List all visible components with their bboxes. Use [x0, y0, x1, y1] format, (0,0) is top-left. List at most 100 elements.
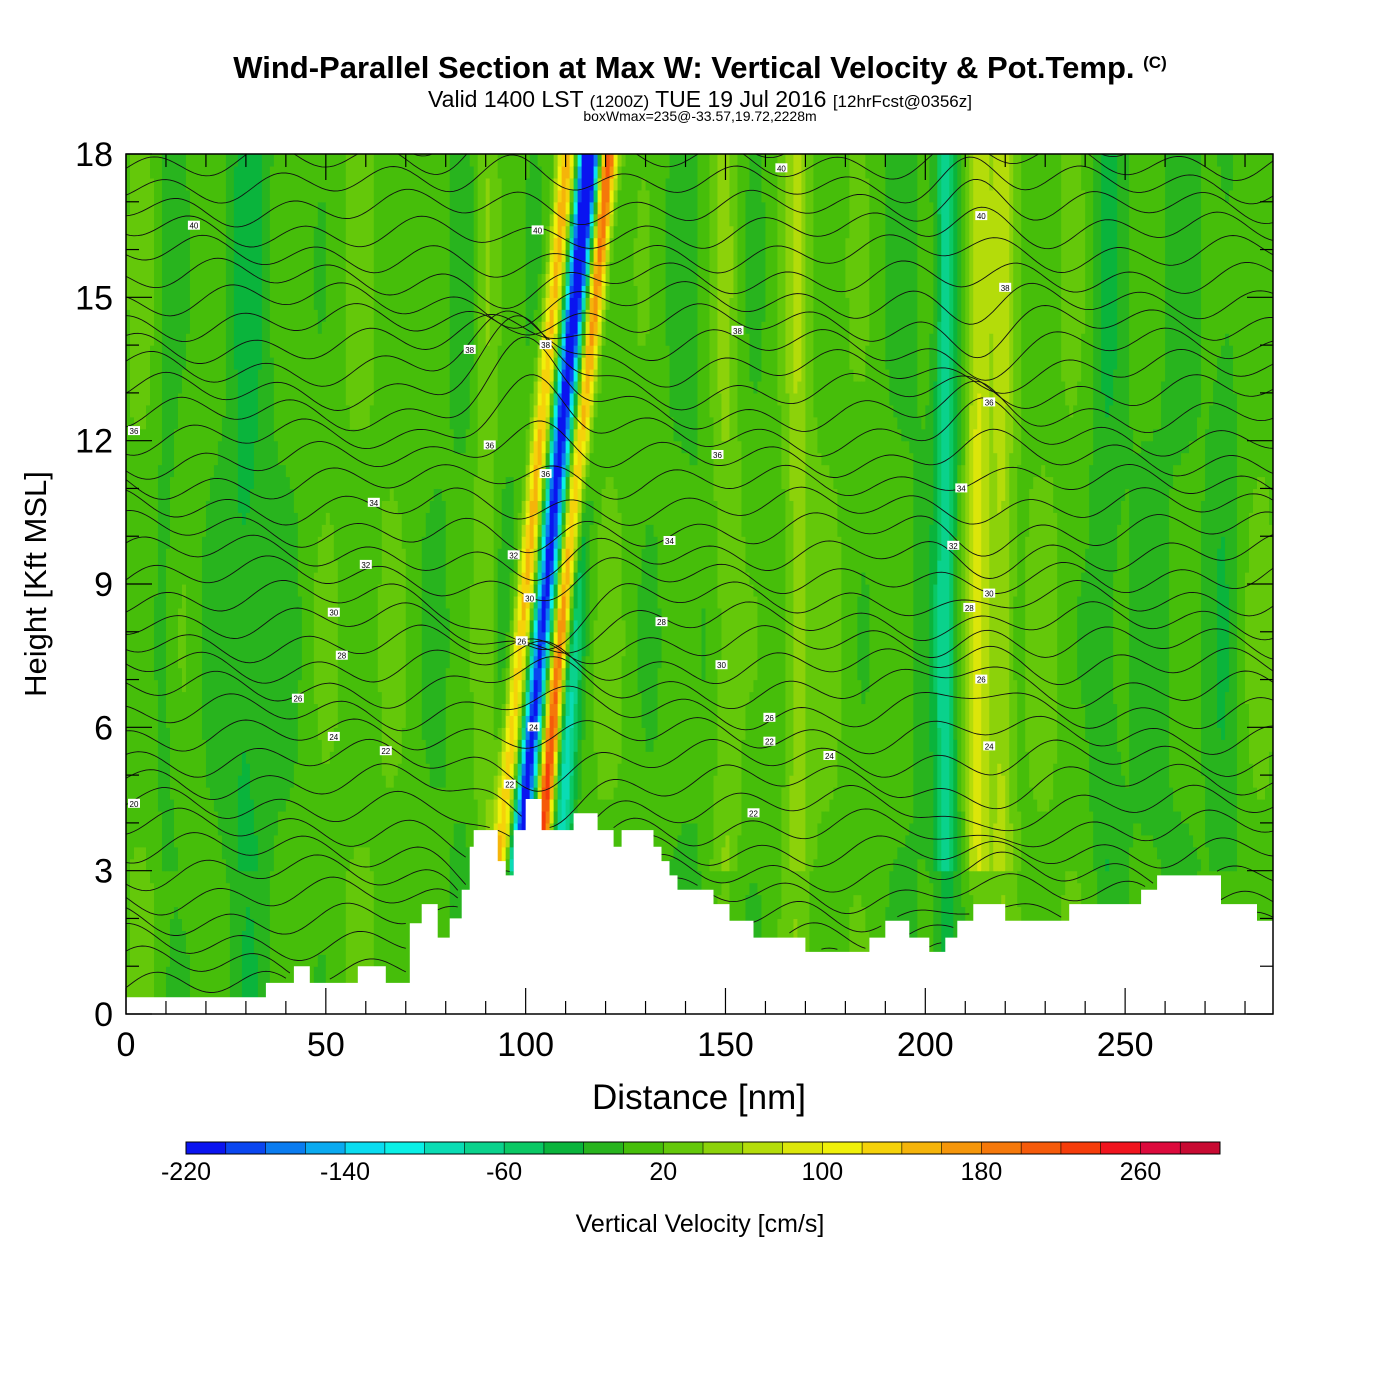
velocity-cell	[545, 261, 551, 275]
velocity-cell	[545, 799, 551, 812]
velocity-cell	[605, 225, 611, 239]
velocity-cell	[549, 667, 555, 681]
velocity-cell	[581, 321, 587, 334]
contour-label: 38	[731, 325, 744, 336]
contour-label: 28	[335, 650, 348, 661]
velocity-cell	[505, 667, 511, 681]
velocity-cell	[573, 751, 579, 800]
velocity-cell	[525, 715, 531, 728]
velocity-cell	[597, 261, 603, 286]
velocity-cell	[613, 165, 619, 179]
velocity-cell	[509, 846, 515, 860]
velocity-cell	[465, 154, 471, 430]
velocity-cell	[473, 476, 479, 800]
theta-contour-line	[412, 154, 1127, 159]
contour-label-text: 20	[130, 800, 139, 809]
velocity-cell	[541, 775, 547, 788]
velocity-cell	[165, 727, 171, 872]
velocity-cell	[1009, 154, 1014, 454]
velocity-cell	[521, 500, 527, 525]
velocity-cell	[745, 189, 751, 334]
velocity-cell	[553, 237, 559, 263]
velocity-cell	[561, 380, 567, 442]
velocity-cell	[545, 631, 551, 645]
velocity-cell	[573, 428, 579, 442]
velocity-cell	[609, 476, 615, 800]
velocity-cell	[573, 524, 579, 537]
velocity-cell	[1013, 154, 1018, 597]
velocity-cell	[713, 500, 719, 776]
velocity-cell	[553, 572, 559, 585]
velocity-cell	[749, 154, 755, 382]
velocity-cell	[957, 154, 962, 466]
velocity-cell	[581, 297, 587, 310]
velocity-cell	[126, 309, 131, 967]
velocity-cell	[221, 858, 227, 1014]
velocity-cell	[1221, 739, 1226, 872]
velocity-cell	[561, 572, 567, 585]
colorbar-swatch	[504, 1142, 545, 1154]
velocity-cell	[1021, 154, 1026, 1014]
velocity-cell	[977, 154, 982, 394]
velocity-cell	[1213, 154, 1218, 382]
velocity-cell	[441, 500, 447, 788]
velocity-cell	[493, 775, 499, 800]
theta-contour-line	[126, 509, 1273, 557]
velocity-cell	[385, 500, 391, 788]
velocity-cell	[549, 799, 555, 812]
velocity-cell	[645, 154, 651, 191]
velocity-cell	[593, 321, 599, 334]
velocity-cell	[365, 846, 371, 1014]
velocity-cell	[517, 787, 523, 800]
velocity-cell	[577, 560, 583, 573]
velocity-cell	[1157, 154, 1162, 430]
contour-label-text: 26	[765, 714, 774, 723]
velocity-cell	[525, 512, 531, 525]
velocity-cell	[513, 822, 519, 836]
velocity-cell	[529, 392, 535, 418]
velocity-cell	[541, 333, 547, 346]
contour-label-text: 26	[517, 637, 526, 646]
velocity-cell	[893, 154, 898, 418]
contour-label-text: 22	[505, 781, 514, 790]
velocity-cell	[177, 154, 183, 394]
velocity-cell	[569, 213, 575, 227]
velocity-cell	[1085, 548, 1090, 740]
velocity-cell	[745, 572, 751, 705]
velocity-cell	[1009, 452, 1014, 824]
colorbar-tick-label: 260	[1120, 1158, 1162, 1186]
velocity-cell	[573, 440, 579, 454]
velocity-cell	[441, 154, 447, 501]
velocity-cell	[557, 536, 563, 549]
velocity-cell	[273, 834, 279, 1014]
velocity-cell	[501, 739, 507, 752]
velocity-cell	[1221, 189, 1226, 346]
contour-label: 36	[983, 397, 996, 407]
velocity-cell	[549, 500, 555, 561]
velocity-cell	[561, 273, 567, 286]
velocity-cell	[573, 357, 579, 370]
contour-label: 38	[999, 282, 1012, 293]
velocity-cell	[577, 333, 583, 346]
velocity-cell	[837, 739, 842, 1014]
theta-contour-line	[126, 873, 1273, 916]
velocity-cell	[541, 703, 547, 716]
velocity-cell	[1101, 154, 1106, 394]
velocity-cell	[669, 154, 675, 418]
velocity-cell	[333, 560, 339, 728]
velocity-cell	[413, 154, 419, 1014]
velocity-cell	[517, 679, 523, 693]
velocity-cell	[517, 763, 523, 776]
velocity-cell	[297, 679, 303, 1014]
velocity-cell	[517, 691, 523, 705]
velocity-cell	[1161, 380, 1166, 896]
velocity-cell	[565, 715, 571, 800]
velocity-cell	[565, 500, 571, 513]
velocity-cell	[577, 380, 583, 394]
colorbar-swatch	[583, 1142, 624, 1154]
velocity-cell	[409, 154, 415, 1014]
velocity-cell	[521, 619, 527, 645]
velocity-cell	[529, 154, 535, 334]
velocity-cell	[521, 548, 527, 573]
velocity-cell	[130, 858, 135, 1014]
